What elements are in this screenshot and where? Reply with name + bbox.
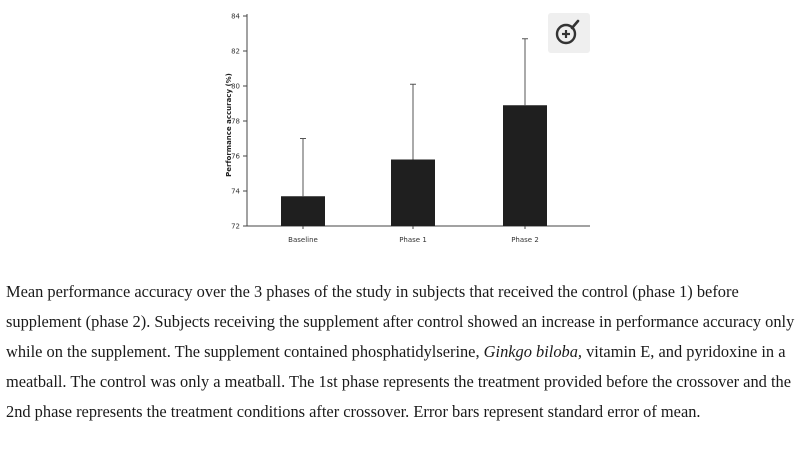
chart-categories: Baseline Phase 1 Phase 2 — [288, 226, 539, 244]
y-tick-label: 72 — [231, 223, 240, 231]
bar — [391, 159, 435, 226]
y-tick-label: 80 — [231, 83, 240, 91]
chart-bars — [281, 105, 547, 226]
zoom-in-icon — [555, 19, 580, 45]
y-tick-label: 76 — [231, 153, 240, 161]
chart-error-bars — [300, 38, 528, 197]
y-axis-label: Performance accuracy (%) — [225, 73, 233, 177]
x-category-label: Baseline — [288, 236, 318, 244]
caption-text-2: vitamin E, and pyridoxine in a meatball.… — [6, 342, 791, 421]
x-category-label: Phase 2 — [511, 236, 539, 244]
bar-chart: 72 74 76 78 80 82 84 Baseline Phase 1 Phase 2 Pe… — [225, 13, 590, 244]
caption-text-1: Mean performance accuracy over the 3 pha… — [6, 282, 795, 361]
figure-caption: Mean performance accuracy over the 3 pha… — [6, 277, 796, 427]
y-tick-label: 74 — [231, 188, 240, 196]
zoom-button[interactable] — [548, 13, 590, 53]
y-tick-label: 78 — [231, 118, 240, 126]
caption-italic-text: Ginkgo biloba, — [483, 342, 583, 361]
x-category-label: Phase 1 — [399, 236, 427, 244]
bar — [503, 105, 547, 226]
y-tick-label: 84 — [231, 13, 240, 21]
chart-svg: 72 74 76 78 80 82 84 Baseline Phase 1 Phase 2 Pe… — [225, 13, 590, 244]
bar — [281, 196, 325, 226]
y-tick-label: 82 — [231, 48, 240, 56]
chart-ticks: 72 74 76 78 80 82 84 — [231, 13, 247, 231]
